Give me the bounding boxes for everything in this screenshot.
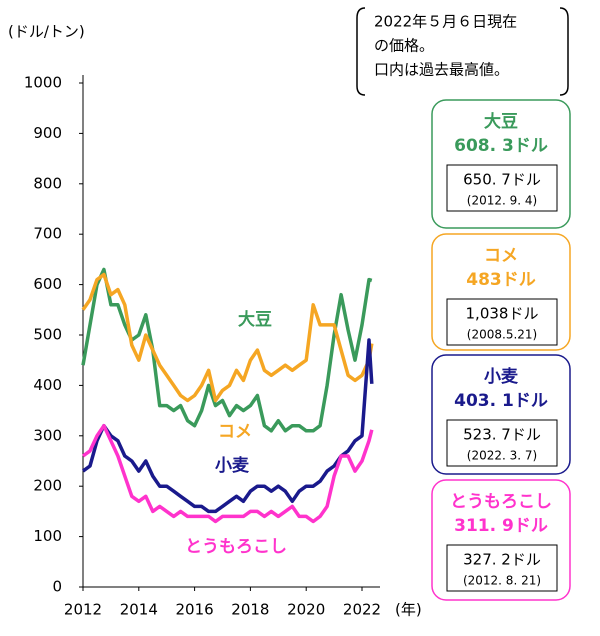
current-price: 483ドル [466,270,536,290]
record-date: (2012. 9. 4) [467,194,537,208]
current-price: 608. 3ドル [454,136,548,156]
series-line [81,338,374,514]
record-box [446,164,558,212]
price-box-name: 小麦 [484,366,519,387]
series-label: 小麦 [215,455,250,476]
y-tick-label: 200 [33,477,62,495]
record-box [446,298,558,346]
note-line: の価格。 [374,37,434,55]
y-tick-label: 100 [33,527,62,545]
y-tick-label: 400 [33,376,62,394]
series-line [81,423,374,524]
record-price: 650. 7ドル [463,171,541,189]
series-line [81,272,374,403]
price-box-name: とうもろこし [450,492,552,512]
series-line [81,267,373,433]
record-price: 327. 2ドル [463,551,541,569]
record-price: 1,038ドル [466,305,539,323]
price-box [431,354,571,475]
y-tick-label: 300 [33,426,62,444]
record-date: (2008.5.21) [467,328,537,342]
note-line: 2022年５月６日現在 [374,13,517,31]
record-price: 523. 7ドル [463,426,541,444]
current-price: 311. 9ドル [454,516,548,536]
y-axis-label: (ドル/トン) [8,23,85,41]
series-label: コメ [218,422,252,442]
y-tick-label: 700 [33,225,62,243]
record-date: (2022. 3. 7) [467,449,537,463]
price-box [431,479,571,601]
y-tick-label: 500 [33,326,62,344]
current-price: 403. 1ドル [454,391,548,411]
x-tick-label: 2022 [343,601,381,619]
x-axis-label: (年) [395,601,422,619]
note-bracket [356,7,569,96]
y-tick-label: 900 [33,124,62,142]
y-tick-label: 0 [52,578,62,596]
x-tick-label: 2020 [287,601,325,619]
x-tick-label: 2012 [64,601,102,619]
y-tick-label: 600 [33,275,62,293]
record-box [446,544,558,592]
price-box-name: 大豆 [484,111,518,132]
x-tick-label: 2018 [231,601,269,619]
price-box [431,99,571,229]
record-date: (2012. 8. 21) [463,574,541,588]
note-line: 口内は過去最高値。 [374,61,509,79]
y-tick-label: 1000 [24,74,62,92]
series-label: 大豆 [238,309,272,330]
price-box [431,233,571,351]
record-box [446,419,558,467]
x-tick-label: 2014 [120,601,158,619]
x-tick-label: 2016 [176,601,214,619]
series-label: とうもろこし [185,537,287,557]
y-tick-label: 800 [33,174,62,192]
price-box-name: コメ [484,246,518,266]
